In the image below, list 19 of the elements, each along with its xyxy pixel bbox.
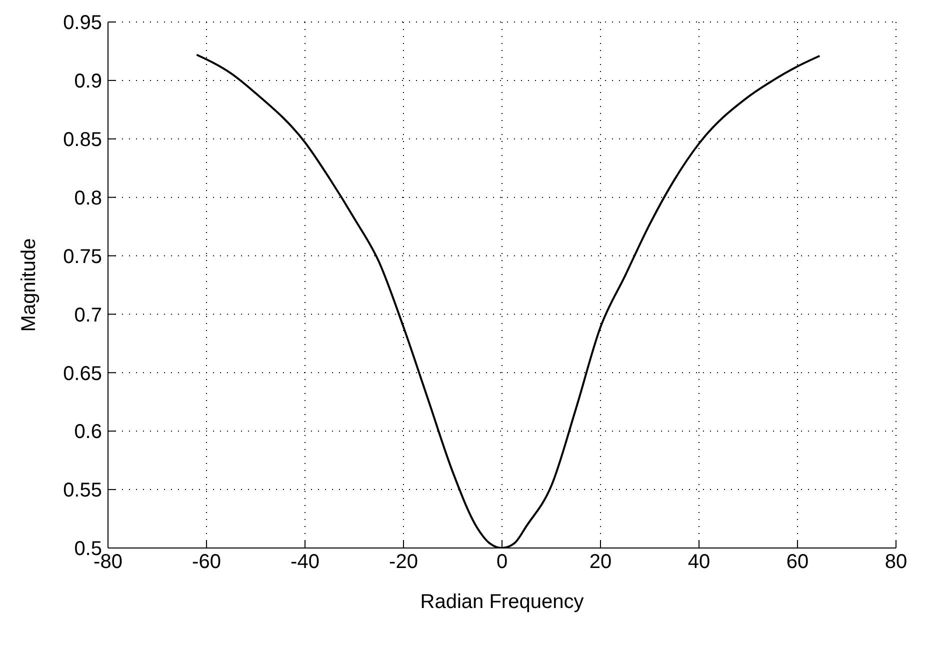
y-tick-label: 0.85 bbox=[63, 128, 102, 151]
y-tick-label: 0.65 bbox=[63, 362, 102, 385]
y-tick-label: 0.6 bbox=[74, 421, 102, 444]
x-tick-label: 80 bbox=[884, 551, 908, 574]
x-tick-label: 60 bbox=[786, 551, 809, 574]
y-tick-label: 0.8 bbox=[74, 187, 102, 210]
y-axis-title: Magnitude bbox=[18, 238, 40, 332]
x-tick-label: -60 bbox=[192, 551, 221, 574]
x-axis-title: Radian Frequency bbox=[420, 591, 584, 613]
y-tick-label: 0.75 bbox=[63, 246, 102, 268]
x-tick-label: 40 bbox=[688, 551, 710, 574]
x-tick-label: 0 bbox=[496, 551, 508, 574]
y-tick-label: 0.55 bbox=[63, 480, 102, 502]
x-tick-label: -20 bbox=[389, 551, 418, 574]
y-tick-label: 0.95 bbox=[63, 12, 102, 34]
x-tick-label: -40 bbox=[290, 551, 320, 574]
y-tick-label: 0.9 bbox=[74, 70, 102, 93]
x-tick-label: 20 bbox=[589, 551, 612, 574]
y-tick-label: 0.7 bbox=[74, 304, 102, 326]
